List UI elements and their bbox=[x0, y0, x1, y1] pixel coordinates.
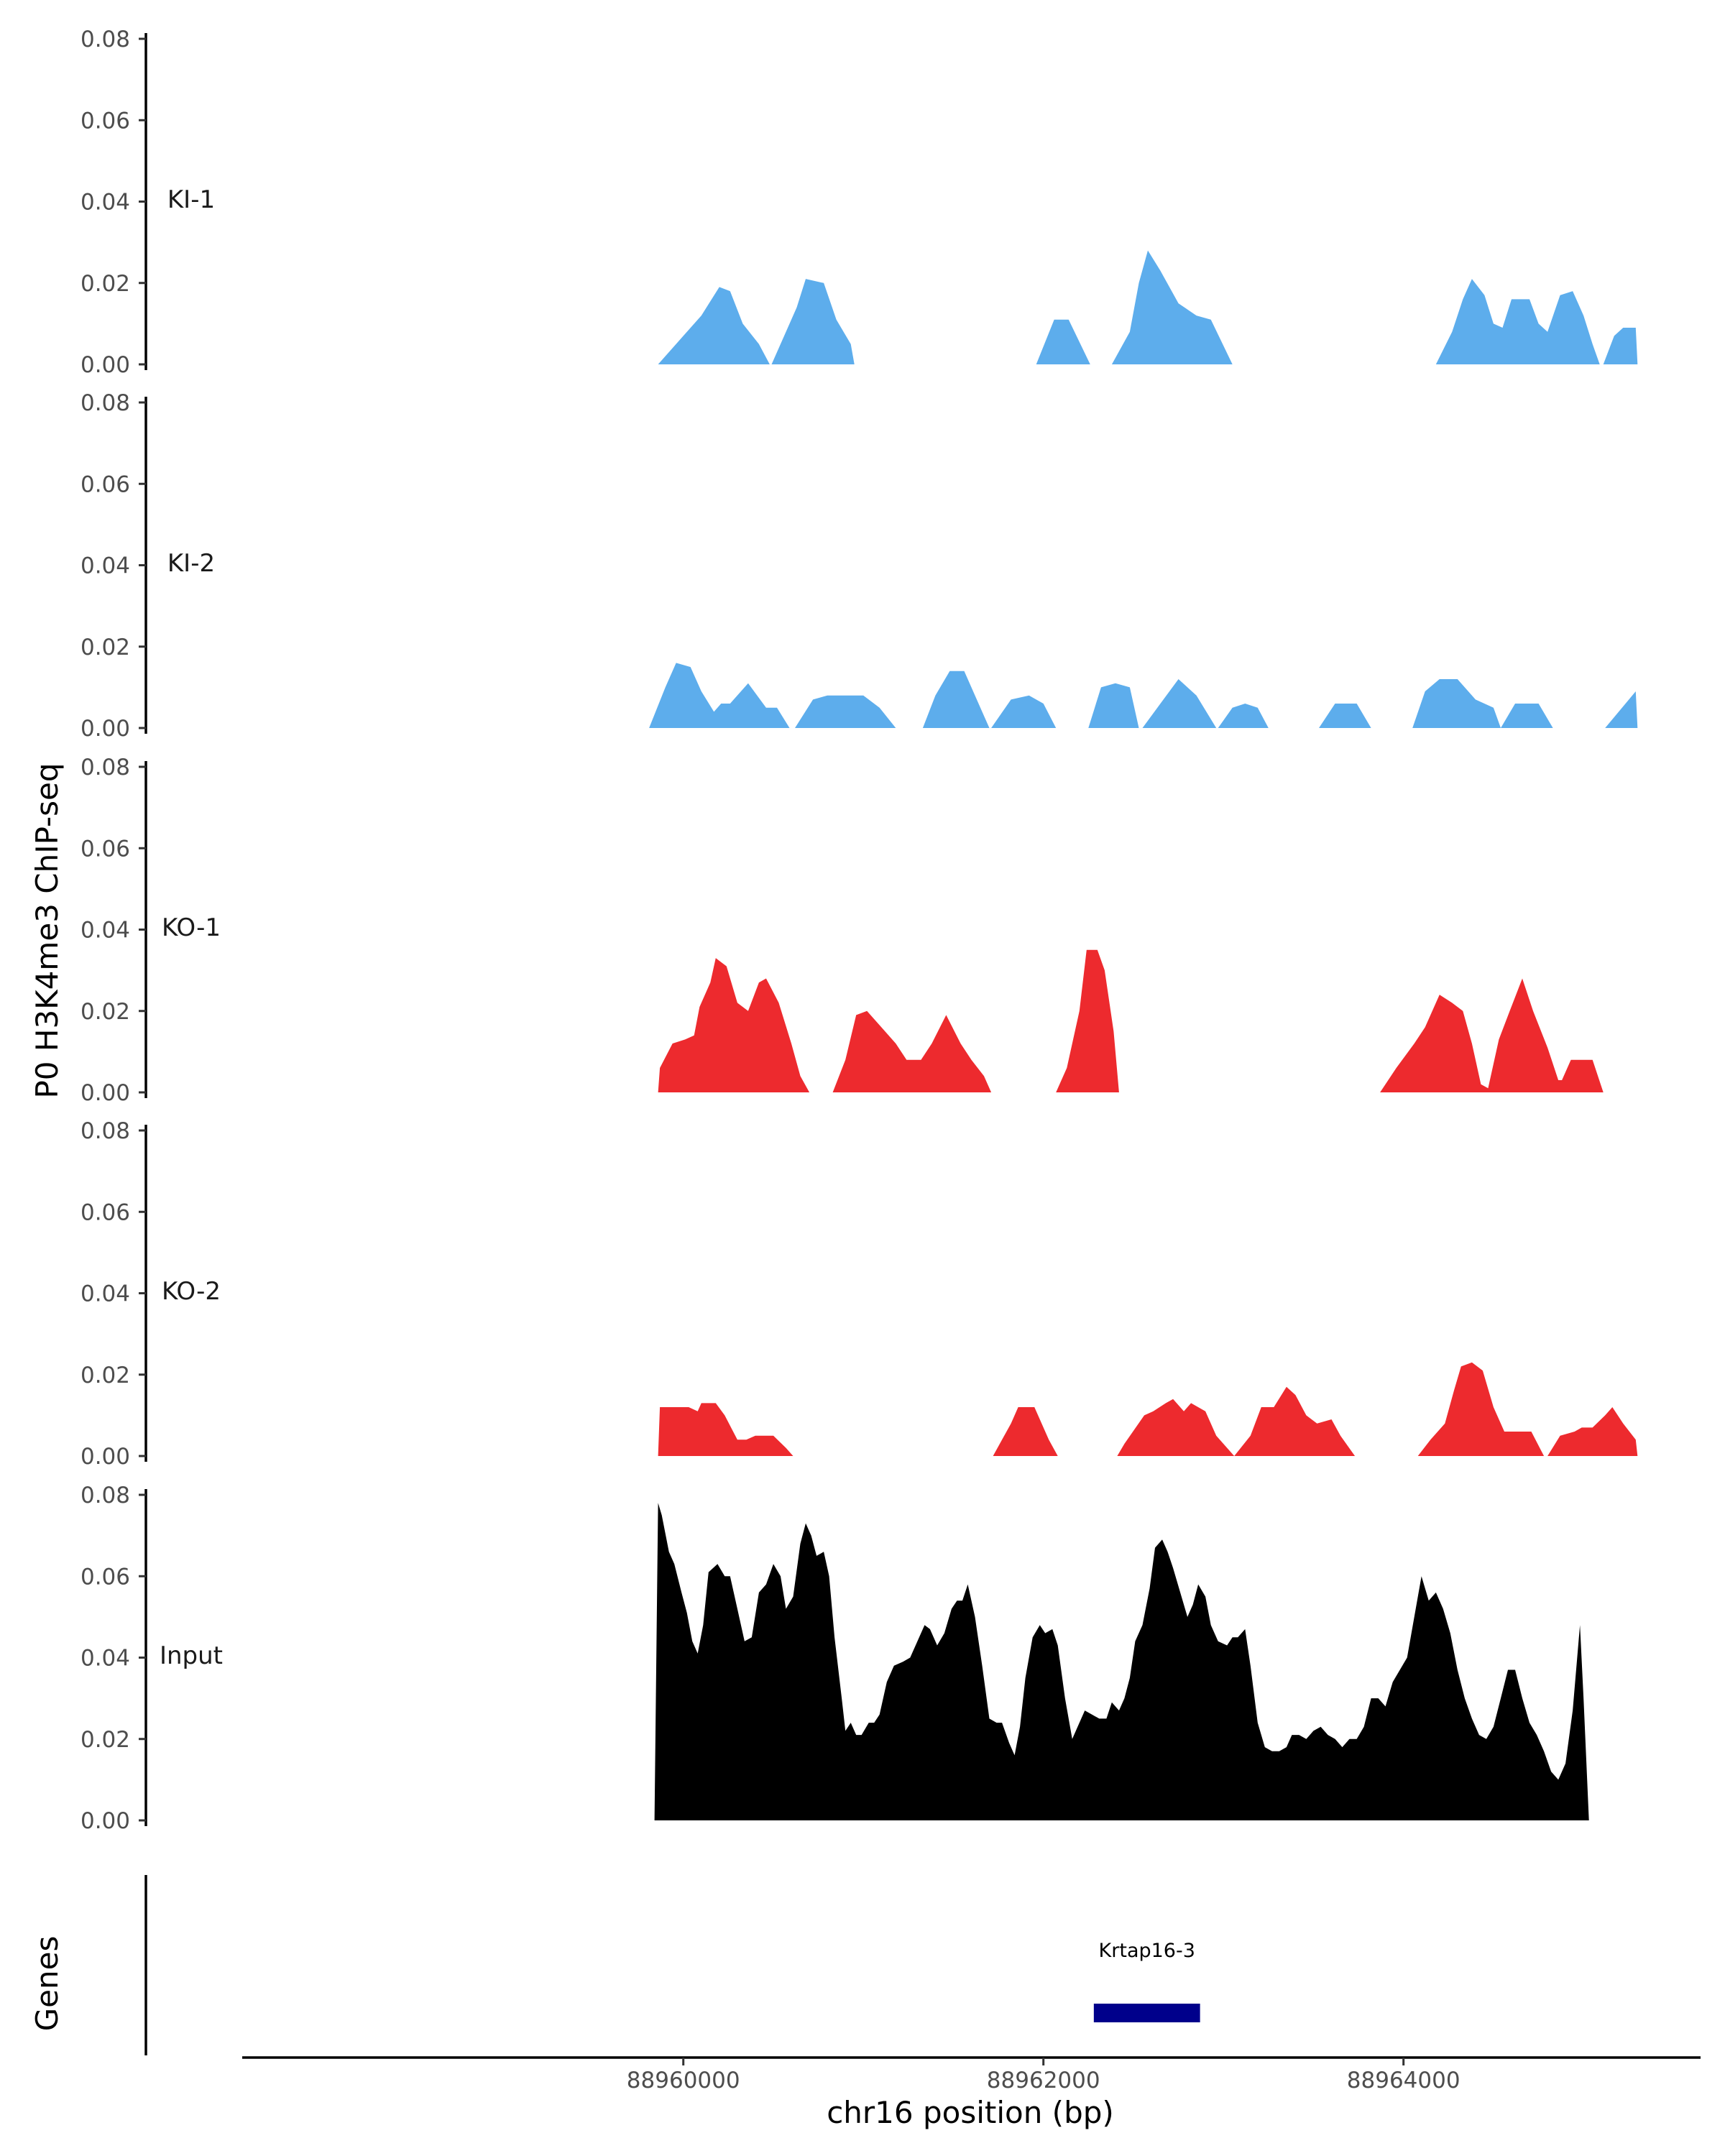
y-tick-label: 0.04 bbox=[80, 553, 130, 579]
coverage-area bbox=[658, 1403, 794, 1456]
y-tick-label: 0.00 bbox=[80, 716, 130, 742]
track-panel-ko-1: 0.00 0.02 0.04 0.06 0.08 KO-1 bbox=[80, 755, 1604, 1106]
y-tick-label: 0.02 bbox=[80, 1363, 130, 1388]
coverage-area bbox=[658, 287, 770, 364]
coverage-area bbox=[832, 1010, 992, 1092]
y-tick-label: 0.02 bbox=[80, 999, 130, 1025]
y-tick-label: 0.06 bbox=[80, 836, 130, 862]
coverage-area bbox=[1234, 1386, 1356, 1456]
y-tick-label: 0.08 bbox=[80, 390, 130, 416]
y-tick-label: 0.00 bbox=[80, 1444, 130, 1470]
coverage-area bbox=[771, 279, 855, 364]
x-axis: 88960000 88962000 88964000 bbox=[242, 2056, 1701, 2093]
y-tick-label: 0.04 bbox=[80, 918, 130, 944]
y-tick-label: 0.06 bbox=[80, 1564, 130, 1590]
coverage-area bbox=[1605, 691, 1638, 728]
track-panel-ki-1: 0.00 0.02 0.04 0.06 0.08 KI-1 bbox=[80, 27, 1638, 378]
y-tick-label: 0.08 bbox=[80, 755, 130, 780]
genes-layer: Krtap16-3 bbox=[144, 1875, 1200, 2055]
y-tick-label: 0.08 bbox=[80, 1118, 130, 1144]
y-tick-label: 0.06 bbox=[80, 471, 130, 497]
y-tick-label: 0.00 bbox=[80, 352, 130, 378]
x-tick-label: 88964000 bbox=[1347, 2068, 1460, 2093]
y-tick-label: 0.00 bbox=[80, 1808, 130, 1834]
x-axis-title: chr16 position (bp) bbox=[827, 2095, 1114, 2130]
x-tick-label: 88960000 bbox=[627, 2068, 740, 2093]
y-tick-label: 0.06 bbox=[80, 108, 130, 134]
coverage-area bbox=[1603, 328, 1638, 364]
coverage-area bbox=[795, 695, 896, 728]
coverage-area bbox=[991, 695, 1057, 728]
coverage-area bbox=[1088, 683, 1139, 728]
y-tick-label: 0.04 bbox=[80, 1646, 130, 1672]
track-label: KO-2 bbox=[162, 1277, 221, 1306]
track-panel-ki-2: 0.00 0.02 0.04 0.06 0.08 KI-2 bbox=[80, 390, 1638, 742]
y-tick-label: 0.00 bbox=[80, 1080, 130, 1106]
genes-panel-title: Genes bbox=[29, 1936, 65, 2032]
y-tick-label: 0.06 bbox=[80, 1199, 130, 1225]
coverage-area bbox=[1142, 679, 1217, 728]
coverage-area bbox=[654, 1503, 1589, 1820]
y-axis-title: P0 H3K4me3 ChIP-seq bbox=[29, 763, 65, 1098]
track-label: KI-2 bbox=[167, 549, 215, 578]
track-label: KI-1 bbox=[167, 185, 215, 214]
coverage-area bbox=[1036, 319, 1090, 364]
y-tick-label: 0.02 bbox=[80, 271, 130, 297]
coverage-area bbox=[658, 958, 810, 1092]
track-panel-input: 0.00 0.02 0.04 0.06 0.08 Input bbox=[80, 1483, 1589, 1834]
y-tick-label: 0.04 bbox=[80, 1281, 130, 1307]
coverage-area bbox=[1117, 1399, 1235, 1456]
y-tick-label: 0.08 bbox=[80, 27, 130, 52]
coverage-area bbox=[1380, 978, 1604, 1092]
gene-label: Krtap16-3 bbox=[1099, 1940, 1195, 1962]
coverage-area bbox=[1547, 1407, 1638, 1456]
y-tick-label: 0.02 bbox=[80, 635, 130, 660]
coverage-area bbox=[1111, 250, 1233, 364]
y-tick-label: 0.04 bbox=[80, 190, 130, 216]
coverage-area bbox=[922, 671, 990, 728]
coverage-area bbox=[1056, 949, 1119, 1092]
track-label: KO-1 bbox=[162, 913, 221, 942]
coverage-area bbox=[993, 1407, 1058, 1456]
coverage-area bbox=[1501, 704, 1553, 728]
coverage-area bbox=[1435, 279, 1600, 364]
gene-feature bbox=[1093, 2004, 1200, 2022]
coverage-area bbox=[1218, 704, 1269, 728]
y-tick-label: 0.02 bbox=[80, 1727, 130, 1753]
y-tick-label: 0.08 bbox=[80, 1483, 130, 1508]
coverage-area bbox=[649, 663, 790, 728]
track-label: Input bbox=[160, 1641, 223, 1670]
tracks-layer: 0.00 0.02 0.04 0.06 0.08 KI-1 0.00 0.02 0.04 0.06… bbox=[80, 27, 1638, 1834]
coverage-area bbox=[1412, 679, 1501, 728]
coverage-area bbox=[1319, 704, 1371, 728]
x-tick-label: 88962000 bbox=[987, 2068, 1100, 2093]
track-panel-ko-2: 0.00 0.02 0.04 0.06 0.08 KO-2 bbox=[80, 1118, 1638, 1470]
coverage-area bbox=[1417, 1362, 1545, 1456]
